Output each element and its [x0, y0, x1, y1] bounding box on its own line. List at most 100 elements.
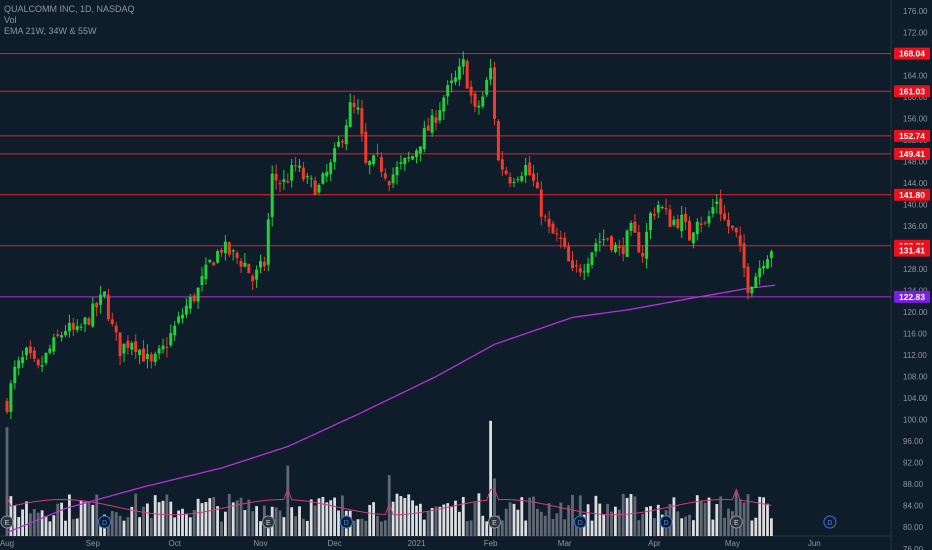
volume-bar [99, 519, 102, 536]
x-tick-label: Apr [648, 539, 661, 548]
candle-body [680, 214, 684, 232]
ema-indicator-label: EMA 21W, 34W & 55W [4, 26, 97, 36]
y-tick-label: 92.00 [903, 459, 924, 468]
volume-bar [559, 502, 563, 536]
volume-bar [637, 520, 641, 536]
candle-body [426, 125, 430, 131]
volume-bar [770, 518, 773, 536]
volume-bar [153, 495, 157, 536]
candle-body [438, 110, 442, 121]
candle-body [13, 366, 17, 384]
candle-body [60, 335, 64, 338]
candle-body [656, 205, 660, 213]
y-tick-label: 76.00 [903, 545, 924, 550]
y-tick-label: 156.00 [903, 114, 928, 123]
volume-bar [75, 518, 79, 536]
candle-body [742, 243, 746, 269]
volume-bar [575, 521, 578, 536]
candle-body [590, 252, 594, 265]
volume-bar [485, 521, 489, 536]
volume-bar [290, 507, 294, 536]
candle-body [122, 343, 126, 354]
candle-body [430, 115, 434, 133]
x-tick-label: Oct [168, 539, 181, 548]
candle-body [223, 241, 227, 254]
volume-bar [224, 511, 227, 536]
volume-bar [126, 517, 130, 536]
earnings-marker [0, 515, 14, 529]
candle-body [535, 182, 539, 189]
candle-body [586, 263, 590, 273]
volume-bar [383, 520, 387, 536]
candle-body [516, 179, 520, 181]
candle-body [500, 159, 504, 170]
volume-bar [742, 502, 746, 536]
candle-body [317, 184, 321, 193]
volume-bar [146, 503, 149, 536]
volume-bar [387, 475, 391, 536]
level-price-tag-bg [894, 129, 930, 142]
volume-bar [551, 518, 555, 536]
candle-body [313, 180, 317, 196]
volume-bar [567, 505, 570, 536]
y-tick-label: 100.00 [903, 416, 928, 425]
volume-bar [118, 515, 122, 536]
volume-bar [372, 502, 375, 536]
candle-body [567, 246, 571, 262]
candle-body [422, 128, 426, 150]
candle-body [481, 96, 485, 107]
candle-body [239, 260, 243, 267]
candle-body [496, 121, 500, 161]
candle-body [563, 237, 567, 247]
candle-body [290, 165, 294, 181]
current-price-tag: 131.41 [899, 246, 925, 256]
candle-body [344, 125, 348, 145]
volume-bar [625, 497, 629, 536]
candle-body [227, 242, 231, 255]
volume-bar [434, 506, 438, 536]
candle-body [719, 198, 723, 215]
candle-body [664, 208, 668, 210]
volume-bar [286, 465, 290, 536]
candle-body [134, 341, 138, 353]
event-marker-label: E [5, 520, 10, 527]
candle-body [204, 264, 208, 280]
volume-bar [750, 520, 754, 536]
volume-bar [411, 500, 414, 536]
candle-body [169, 333, 173, 346]
volume-bar [83, 501, 87, 536]
candle-body [231, 250, 235, 252]
volume-bar [274, 507, 278, 536]
volume-bar [590, 520, 594, 536]
volume-bar [309, 499, 313, 536]
volume-bar [134, 493, 138, 536]
candle-body [188, 296, 192, 309]
candle-body [629, 223, 633, 231]
candle-body [758, 268, 762, 278]
volume-bar [391, 501, 395, 536]
volume-bar [695, 495, 699, 536]
volume-bar [239, 497, 243, 536]
event-marker-label: D [578, 520, 583, 527]
candle-body [711, 207, 715, 214]
volume-bar [60, 502, 63, 536]
candle-body [305, 176, 309, 178]
x-tick-label: Dec [327, 539, 341, 548]
volume-bar [216, 506, 219, 536]
volume-bar [727, 508, 730, 536]
level-price-tag-bg [894, 85, 930, 98]
candle-body [5, 400, 9, 413]
candle-body [95, 302, 99, 308]
candle-body [75, 325, 79, 331]
volume-bar [489, 420, 492, 536]
volume-bar [602, 514, 606, 536]
volume-bar [48, 521, 52, 536]
candle-body [274, 173, 278, 181]
volume-bar [633, 496, 637, 536]
candle-body [118, 332, 122, 357]
y-tick-label: 148.00 [903, 157, 928, 166]
candle-body [200, 275, 204, 286]
candle-body [442, 97, 446, 112]
candle-body [750, 286, 754, 294]
